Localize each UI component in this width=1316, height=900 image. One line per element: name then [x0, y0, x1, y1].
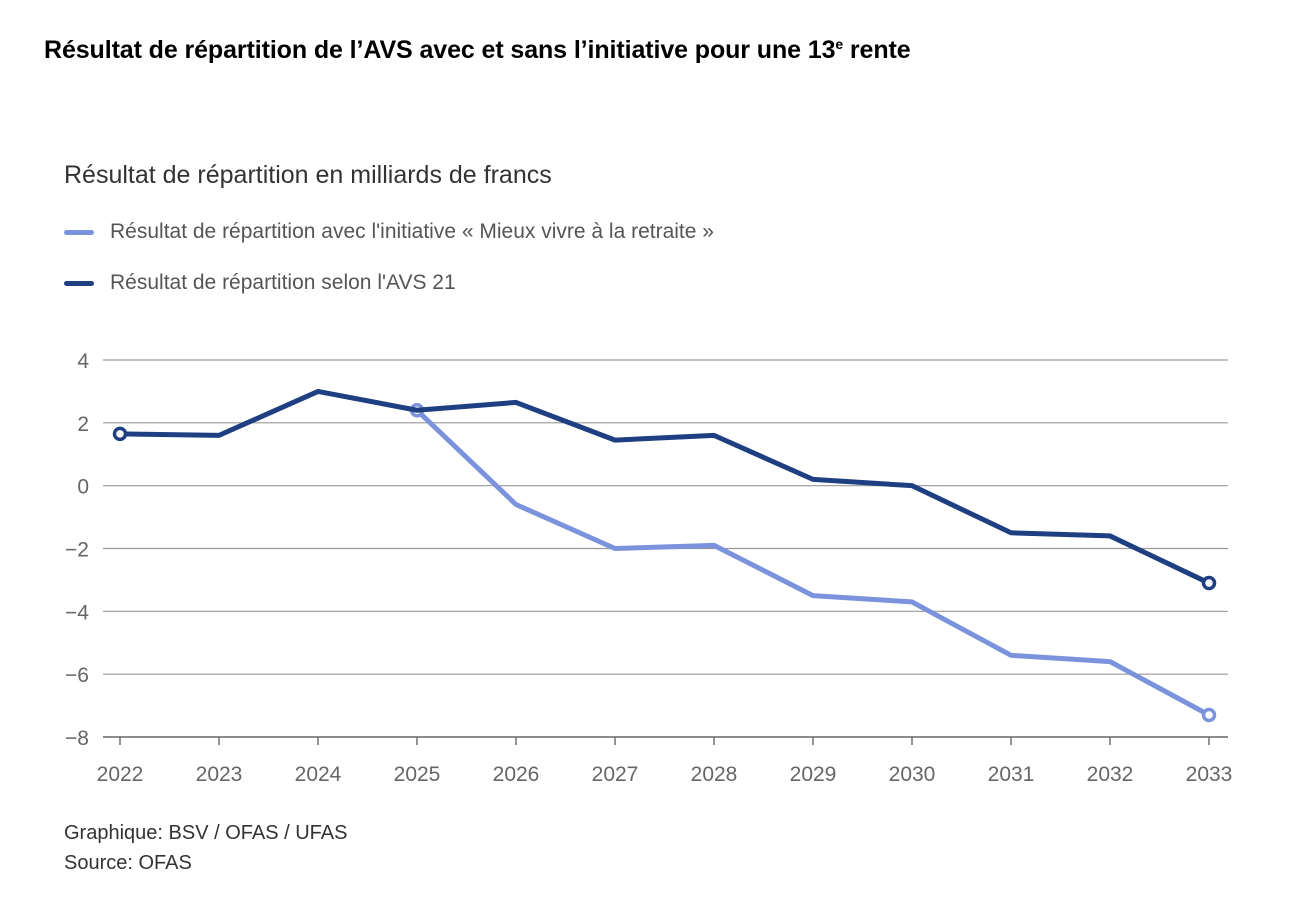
x-tick-label: 2025 — [394, 763, 441, 786]
x-tick-label: 2029 — [790, 763, 837, 786]
x-tick-label: 2024 — [295, 763, 342, 786]
x-tick-label: 2028 — [691, 763, 738, 786]
series-marker-avs21 — [112, 426, 128, 442]
legend-label-avs21: Résultat de répartition selon l'AVS 21 — [110, 271, 456, 294]
series-marker-avs21 — [1201, 575, 1217, 591]
y-tick-label: −2 — [65, 539, 89, 562]
legend-label-initiative: Résultat de répartition avec l'initiativ… — [110, 220, 714, 243]
x-tick-label: 2032 — [1087, 763, 1134, 786]
page-title: Résultat de répartition de l’AVS avec et… — [44, 36, 911, 64]
y-tick-label: −6 — [65, 664, 89, 687]
legend-swatch-avs21 — [64, 280, 94, 286]
y-tick-label: 0 — [77, 476, 89, 499]
x-tick-label: 2022 — [97, 763, 144, 786]
legend-item-initiative: Résultat de répartition avec l'initiativ… — [64, 220, 714, 244]
x-tick-label: 2030 — [889, 763, 936, 786]
y-tick-label: −8 — [65, 727, 89, 750]
chart-subtitle: Résultat de répartition en milliards de … — [64, 161, 552, 189]
x-tick-label: 2026 — [493, 763, 540, 786]
y-tick-label: 2 — [77, 413, 89, 436]
x-tick-label: 2031 — [988, 763, 1035, 786]
series-marker-initiative — [1201, 707, 1217, 723]
series-line-initiative — [414, 407, 1212, 718]
x-tick-label: 2027 — [592, 763, 639, 786]
series-line-avs21 — [117, 388, 1212, 586]
y-tick-label: 4 — [77, 350, 89, 373]
x-tick-label: 2033 — [1186, 763, 1233, 786]
footer-source: Source: OFAS — [64, 852, 192, 874]
footer-graphic-credit: Graphique: BSV / OFAS / UFAS — [64, 822, 348, 844]
legend-swatch-initiative — [64, 229, 94, 235]
legend-item-avs21: Résultat de répartition selon l'AVS 21 — [64, 271, 456, 295]
x-tick-label: 2023 — [196, 763, 243, 786]
y-tick-label: −4 — [65, 601, 89, 624]
